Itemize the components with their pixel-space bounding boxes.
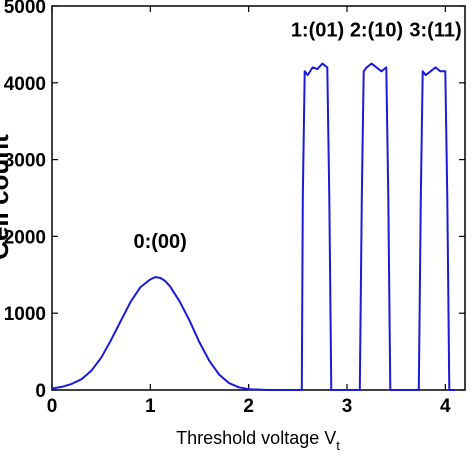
y-tick-label: 3000 <box>4 151 46 172</box>
data-point <box>370 62 373 65</box>
data-point <box>390 389 393 391</box>
y-tick-label: 5000 <box>4 0 46 18</box>
data-point <box>333 389 336 391</box>
data-point <box>198 341 201 344</box>
data-point <box>395 389 398 391</box>
data-point <box>61 386 63 388</box>
data-point <box>392 389 395 391</box>
data-point <box>218 373 220 376</box>
data-point <box>420 197 422 199</box>
data-point <box>154 276 157 278</box>
x-tick-label: 2 <box>243 396 254 417</box>
data-point <box>311 66 314 69</box>
data-point <box>359 389 361 391</box>
data-point <box>90 370 93 372</box>
data-point <box>331 389 334 391</box>
data-point <box>449 389 452 391</box>
data-point <box>418 389 420 391</box>
x-tick-label: 1 <box>145 396 156 417</box>
peak-label: 3:(11) <box>409 20 461 42</box>
peak-label: 2:(10) <box>350 20 403 42</box>
data-point <box>306 74 309 76</box>
data-point <box>365 66 368 69</box>
data-point <box>297 389 299 391</box>
plot-area: 0 1000 2000 3000 4000 5000 0 1 2 3 4 0:(00) 1:(01) 2:… <box>4 0 466 417</box>
data-point <box>380 70 383 73</box>
data-point <box>326 66 329 69</box>
data-point <box>336 389 339 391</box>
data-point <box>179 300 181 303</box>
data-point <box>120 320 122 322</box>
x-axis-label: Threshold voltage Vt <box>176 428 340 453</box>
data-point <box>385 66 388 69</box>
data-point <box>159 277 161 279</box>
y-tick-label: 4000 <box>4 74 46 95</box>
data-point <box>361 197 363 199</box>
data-point <box>387 197 390 199</box>
data-point <box>164 280 166 282</box>
data-point <box>446 197 449 199</box>
y-tick-label: 2000 <box>4 227 46 248</box>
data-point <box>405 389 407 391</box>
data-point <box>100 356 102 359</box>
data-point <box>302 197 304 199</box>
data-point <box>129 300 132 303</box>
data-point <box>451 389 454 391</box>
x-tick-label: 0 <box>47 396 58 417</box>
data-point <box>238 386 240 389</box>
data-point <box>356 389 358 391</box>
data-point <box>321 62 324 65</box>
data-point <box>277 389 280 391</box>
data-point <box>316 68 319 70</box>
data-point <box>51 387 53 390</box>
data-point <box>362 70 365 73</box>
data-point <box>328 197 331 199</box>
data-point <box>415 389 417 391</box>
data-point <box>139 286 142 288</box>
data-point <box>80 378 83 381</box>
y-axis-label: Cell count <box>0 134 14 260</box>
x-tick-label: 4 <box>440 396 451 417</box>
peak-label: 0:(00) <box>133 231 186 253</box>
data-point <box>149 278 152 281</box>
data-point <box>247 388 250 391</box>
data-point <box>434 66 437 69</box>
data-point <box>287 389 289 391</box>
peak-label: 1:(01) <box>291 20 344 42</box>
data-point <box>228 382 230 384</box>
data-point <box>346 389 348 391</box>
x-tick-label: 3 <box>342 396 353 417</box>
data-point <box>188 320 191 322</box>
data-point <box>208 360 211 362</box>
x-axis-label-subscript: t <box>336 438 340 453</box>
data-point <box>70 383 73 385</box>
data-point <box>439 70 442 73</box>
series-line-0 <box>51 62 456 391</box>
data-point <box>169 285 171 288</box>
data-point <box>421 70 424 73</box>
data-point <box>429 70 432 73</box>
data-point <box>257 388 260 391</box>
data-point <box>424 74 427 76</box>
data-point <box>267 389 270 391</box>
data-point <box>444 70 447 73</box>
data-point <box>303 70 306 73</box>
x-axis-label-main: Threshold voltage V <box>176 428 336 448</box>
data-point <box>454 389 457 391</box>
data-point <box>110 339 112 341</box>
data-point <box>375 66 378 69</box>
y-tick-label: 1000 <box>4 304 46 325</box>
data-point <box>301 389 303 391</box>
y-tick-label: 0 <box>35 381 46 402</box>
